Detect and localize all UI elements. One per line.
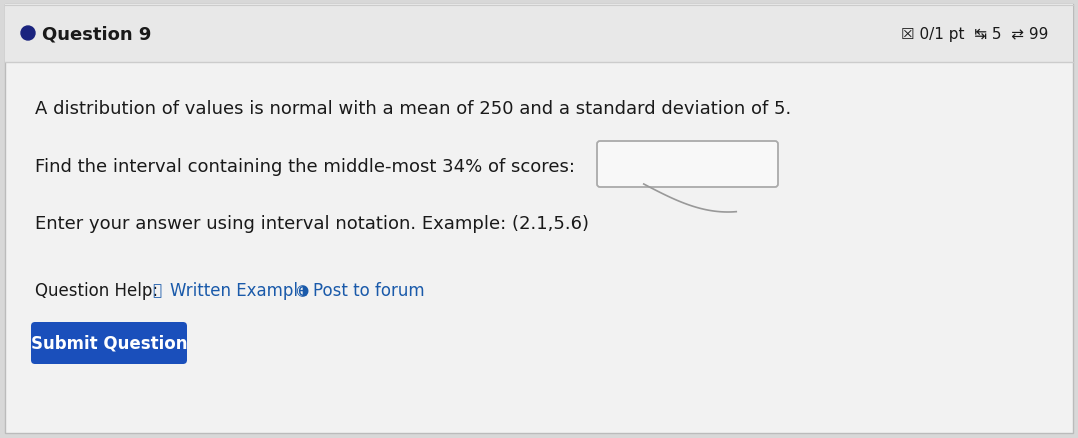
Text: 📄: 📄 — [152, 283, 161, 298]
Text: A distribution of values is normal with a mean of 250 and a standard deviation o: A distribution of values is normal with … — [34, 100, 791, 118]
Text: ◑: ◑ — [295, 283, 308, 298]
Text: Enter your answer using interval notation. Example: (2.1,5.6): Enter your answer using interval notatio… — [34, 215, 589, 233]
Text: Written Example: Written Example — [170, 281, 308, 299]
FancyBboxPatch shape — [597, 141, 778, 187]
Text: Find the interval containing the middle-most 34% of scores:: Find the interval containing the middle-… — [34, 158, 575, 176]
Text: Submit Question: Submit Question — [31, 334, 188, 352]
FancyBboxPatch shape — [5, 5, 1073, 433]
Text: Question 9: Question 9 — [42, 25, 151, 43]
Circle shape — [20, 27, 34, 41]
Text: Post to forum: Post to forum — [313, 281, 425, 299]
Text: Question Help:: Question Help: — [34, 281, 158, 299]
Text: ☒ 0/1 pt  ↹ 5  ⇄ 99: ☒ 0/1 pt ↹ 5 ⇄ 99 — [900, 26, 1048, 42]
FancyBboxPatch shape — [31, 322, 186, 364]
Bar — [5, 5, 1073, 63]
